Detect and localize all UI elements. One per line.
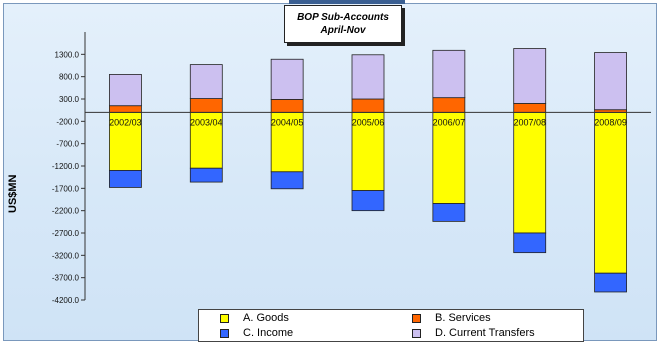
bar-d-current-transfers-2008-09 [594, 52, 627, 111]
bar-c-income-2004-05 [270, 171, 304, 190]
legend-swatch-transfers [412, 329, 421, 338]
bar-b-services-2002-03 [109, 105, 142, 113]
bar-b-services-2007-08 [513, 103, 547, 113]
x-tick-label: 2007/08 [513, 117, 546, 127]
bar-a-goods-2004-05 [270, 112, 304, 173]
x-tick-label: 2004/05 [271, 117, 304, 127]
y-tick-label: -1700.0 [52, 184, 80, 193]
y-tick-label: -4200.0 [52, 296, 80, 305]
y-tick-label: 300.0 [59, 95, 80, 104]
legend: A. Goods B. Services C. Income D. Curren… [198, 309, 584, 342]
bar-d-current-transfers-2004-05 [270, 58, 304, 100]
bar-d-current-transfers-2005-06 [351, 54, 385, 100]
y-tick-label: -1200.0 [52, 162, 80, 171]
y-tick-label: -200.0 [56, 117, 79, 126]
legend-swatch-income [220, 329, 229, 338]
bar-b-services-2005-06 [351, 98, 385, 113]
bar-b-services-2003-04 [189, 98, 223, 113]
bar-b-services-2004-05 [270, 99, 304, 113]
y-tick-label: -3700.0 [52, 274, 80, 283]
x-tick-label: 2008/09 [594, 117, 627, 127]
bar-d-current-transfers-2002-03 [109, 74, 142, 107]
bar-a-goods-2008-09 [594, 112, 627, 274]
y-tick-label: -700.0 [56, 140, 79, 149]
bar-a-goods-2002-03 [109, 112, 142, 171]
chart-subtitle: April-Nov [320, 25, 366, 36]
bar-b-services-2006-07 [432, 97, 466, 113]
bar-c-income-2005-06 [351, 190, 385, 212]
bar-d-current-transfers-2007-08 [513, 48, 547, 104]
legend-label-income: C. Income [243, 327, 294, 339]
y-tick-label: 1300.0 [55, 50, 80, 59]
x-tick-label: 2003/04 [190, 117, 223, 127]
bar-c-income-2002-03 [109, 170, 142, 188]
title-accent-bar [289, 0, 405, 4]
legend-label-services: B. Services [435, 312, 491, 324]
x-tick-label: 2005/06 [352, 117, 385, 127]
bar-c-income-2006-07 [432, 203, 466, 222]
legend-swatch-goods [220, 314, 229, 323]
bar-d-current-transfers-2006-07 [432, 49, 466, 99]
x-tick-label: 2006/07 [433, 117, 466, 127]
x-tick-label: 2002/03 [109, 117, 142, 127]
bar-a-goods-2005-06 [351, 112, 385, 191]
legend-label-transfers: D. Current Transfers [435, 327, 535, 339]
bar-c-income-2008-09 [594, 272, 627, 293]
bar-a-goods-2007-08 [513, 112, 547, 234]
y-tick-label: -2700.0 [52, 229, 80, 238]
y-tick-label: -2200.0 [52, 207, 80, 216]
chart-title: BOP Sub-Accounts [297, 12, 389, 23]
bar-a-goods-2003-04 [189, 112, 223, 169]
y-tick-label: -3200.0 [52, 251, 80, 260]
legend-swatch-services [412, 314, 421, 323]
bar-d-current-transfers-2003-04 [189, 64, 223, 99]
bar-c-income-2003-04 [189, 167, 223, 183]
legend-label-goods: A. Goods [243, 312, 289, 324]
chart-title-box: BOP Sub-Accounts April-Nov [284, 5, 402, 43]
y-tick-label: 800.0 [59, 73, 80, 82]
bar-a-goods-2006-07 [432, 112, 466, 204]
y-axis-label: US$MN [7, 174, 19, 213]
bar-c-income-2007-08 [513, 232, 547, 254]
